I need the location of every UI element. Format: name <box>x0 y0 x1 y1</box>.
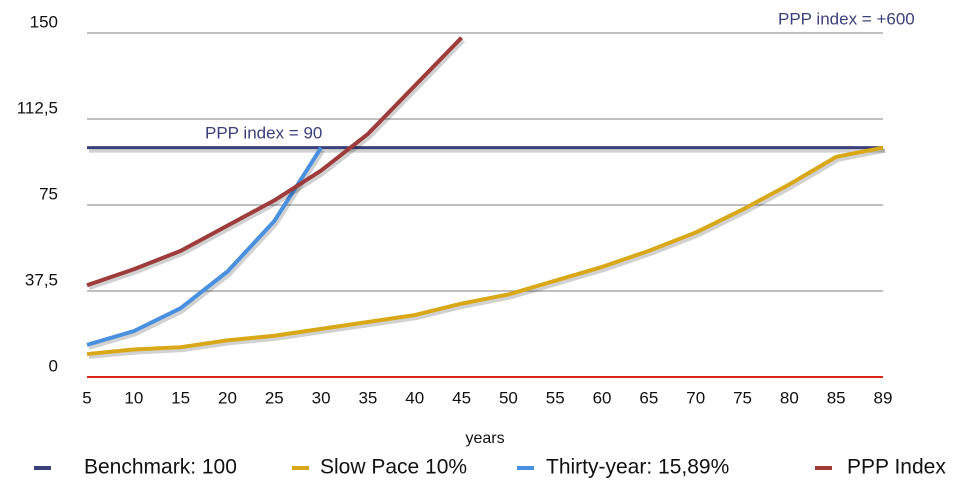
series-line <box>86 145 884 357</box>
x-tick-label: 35 <box>358 388 377 407</box>
legend-label: Slow Pace 10% <box>320 456 467 479</box>
x-tick-label: 10 <box>124 388 143 407</box>
y-tick-label: 75 <box>39 184 58 203</box>
x-tick-label: 50 <box>499 388 518 407</box>
x-tick-label: 15 <box>171 388 190 407</box>
x-tick-label: 25 <box>265 388 284 407</box>
y-tick-label: 112,5 <box>17 98 58 117</box>
x-tick-label: 70 <box>686 388 705 407</box>
y-tick-label: 150 <box>30 12 58 31</box>
x-tick-label: 75 <box>733 388 752 407</box>
shadow <box>88 148 886 360</box>
shadow <box>88 149 325 350</box>
y-tick-label: 37,5 <box>25 270 58 289</box>
x-tick-label: 85 <box>827 388 846 407</box>
x-axis-label: years <box>465 430 504 447</box>
x-tick-label: 80 <box>780 388 799 407</box>
series-line <box>86 146 323 347</box>
x-tick-label: 55 <box>546 388 565 407</box>
annotation: PPP index = +600 <box>778 9 915 28</box>
x-tick-label: 65 <box>639 388 658 407</box>
x-tick-label: 40 <box>405 388 424 407</box>
legend-label: Thirty-year: 15,89% <box>546 456 729 479</box>
legend-label: Benchmark: 100 <box>84 456 237 479</box>
series-line <box>86 36 464 288</box>
x-tick-label: 45 <box>452 388 471 407</box>
x-tick-label: 5 <box>82 388 91 407</box>
x-tick-label: 60 <box>593 388 612 407</box>
x-tick-label: 20 <box>218 388 237 407</box>
x-tick-label: 30 <box>312 388 331 407</box>
shadow <box>88 39 466 291</box>
legend-label: PPP Index <box>847 456 946 479</box>
y-tick-label: 0 <box>49 356 58 375</box>
annotation: PPP index = 90 <box>205 123 322 142</box>
x-tick-label: 89 <box>874 388 893 407</box>
